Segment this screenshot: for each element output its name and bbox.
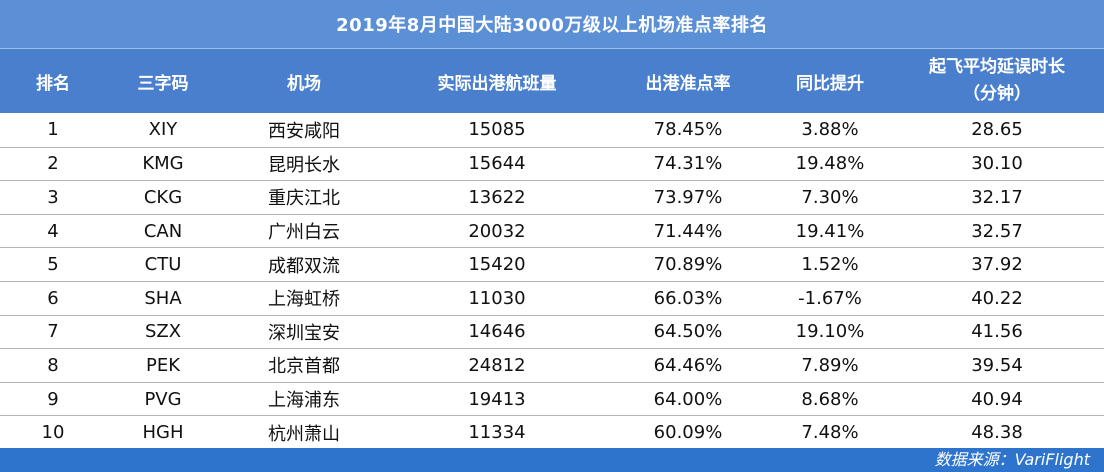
- cell-ontime: 64.00%: [653, 388, 723, 410]
- header-ontime: 出港准点率: [645, 73, 731, 94]
- table-row: 3 CKG 重庆江北 13622 73.97% 7.30% 32.17: [0, 180, 1104, 214]
- cell-rank: 8: [47, 354, 59, 376]
- cell-yoy: 19.41%: [795, 220, 865, 242]
- cell-flights: 11334: [468, 422, 526, 444]
- cell-ontime: 66.03%: [653, 287, 723, 309]
- cell-flights: 13622: [468, 186, 526, 208]
- cell-flights: 20032: [468, 220, 526, 242]
- cell-ontime: 71.44%: [653, 220, 723, 242]
- cell-code: SZX: [144, 321, 182, 343]
- cell-rank: 6: [47, 287, 59, 309]
- cell-code: KMG: [142, 153, 184, 175]
- table-row: 1 XIY 西安咸阳 15085 78.45% 3.88% 28.65: [0, 113, 1104, 147]
- cell-ontime: 73.97%: [653, 186, 723, 208]
- table-row: 6 SHA 上海虹桥 11030 66.03% -1.67% 40.22: [0, 280, 1104, 315]
- footer-bar: [0, 448, 1104, 472]
- cell-airport: 北京首都: [268, 356, 340, 378]
- cell-delay: 32.57: [971, 220, 1023, 242]
- cell-flights: 15644: [468, 153, 526, 175]
- cell-delay: 32.17: [971, 186, 1023, 208]
- cell-flights: 24812: [468, 354, 526, 376]
- cell-rank: 7: [47, 321, 59, 343]
- cell-code: SHA: [144, 287, 182, 309]
- cell-ontime: 64.50%: [653, 321, 723, 343]
- table-title: 2019年8月中国大陆3000万级以上机场准点率排名: [0, 0, 1104, 49]
- cell-delay: 37.92: [971, 254, 1023, 276]
- cell-delay: 40.22: [971, 287, 1023, 309]
- header-delay-line2: （分钟）: [963, 84, 1031, 104]
- cell-ontime: 64.46%: [653, 354, 723, 376]
- cell-flights: 11030: [468, 287, 526, 309]
- cell-yoy: 8.68%: [801, 388, 859, 410]
- cell-airport: 广州白云: [268, 222, 340, 244]
- cell-code: XIY: [148, 119, 178, 141]
- cell-airport: 上海浦东: [268, 390, 340, 412]
- cell-rank: 9: [47, 388, 59, 410]
- cell-flights: 19413: [468, 388, 526, 410]
- cell-yoy: 3.88%: [801, 119, 859, 141]
- cell-code: PVG: [144, 388, 182, 410]
- cell-code: CTU: [144, 254, 182, 276]
- table-row: 4 CAN 广州白云 20032 71.44% 19.41% 32.57: [0, 213, 1104, 248]
- cell-rank: 5: [47, 254, 59, 276]
- cell-code: HGH: [142, 422, 184, 444]
- cell-yoy: 1.52%: [801, 254, 859, 276]
- cell-yoy: 19.10%: [795, 321, 865, 343]
- table-row: 2 KMG 昆明长水 15644 74.31% 19.48% 30.10: [0, 146, 1104, 181]
- header-flights: 实际出港航班量: [437, 73, 557, 94]
- cell-delay: 30.10: [971, 153, 1023, 175]
- cell-yoy: -1.67%: [798, 287, 862, 309]
- cell-yoy: 7.30%: [801, 186, 859, 208]
- cell-rank: 1: [47, 119, 59, 141]
- table-row: 5 CTU 成都双流 15420 70.89% 1.52% 37.92: [0, 247, 1104, 281]
- cell-delay: 48.38: [971, 422, 1023, 444]
- source-note: 数据来源：VariFlight: [934, 450, 1090, 469]
- cell-rank: 10: [41, 422, 65, 444]
- cell-airport: 成都双流: [268, 255, 340, 277]
- cell-rank: 2: [47, 153, 59, 175]
- cell-airport: 杭州萧山: [268, 423, 340, 445]
- cell-airport: 西安咸阳: [268, 120, 340, 142]
- header-airport: 机场: [287, 73, 321, 94]
- cell-delay: 40.94: [971, 388, 1023, 410]
- cell-delay: 41.56: [971, 321, 1023, 343]
- cell-code: CKG: [143, 186, 183, 208]
- cell-delay: 39.54: [971, 354, 1023, 376]
- cell-delay: 28.65: [971, 119, 1023, 141]
- cell-airport: 深圳宝安: [268, 322, 340, 344]
- cell-yoy: 19.48%: [795, 153, 865, 175]
- header-delay: 起飞平均延误时长 （分钟）: [890, 54, 1104, 108]
- cell-rank: 3: [47, 186, 59, 208]
- cell-ontime: 70.89%: [653, 254, 723, 276]
- cell-yoy: 7.89%: [801, 354, 859, 376]
- table-row: 8 PEK 北京首都 24812 64.46% 7.89% 39.54: [0, 348, 1104, 382]
- cell-code: CAN: [143, 220, 183, 242]
- cell-flights: 15085: [468, 119, 526, 141]
- cell-flights: 14646: [468, 321, 526, 343]
- header-rank: 排名: [36, 73, 70, 94]
- table-row: 10 HGH 杭州萧山 11334 60.09% 7.48% 48.38: [0, 415, 1104, 449]
- header-delay-line1: 起飞平均延误时长: [929, 57, 1065, 77]
- table-row: 9 PVG 上海浦东 19413 64.00% 8.68% 40.94: [0, 381, 1104, 416]
- cell-airport: 上海虹桥: [268, 289, 340, 311]
- cell-ontime: 74.31%: [653, 153, 723, 175]
- cell-code: PEK: [145, 354, 181, 376]
- cell-ontime: 60.09%: [653, 422, 723, 444]
- table-header-row: 排名 三字码 机场 实际出港航班量 出港准点率 同比提升 起飞平均延误时长 （分…: [0, 49, 1104, 113]
- cell-airport: 昆明长水: [268, 154, 340, 176]
- header-yoy: 同比提升: [796, 73, 864, 94]
- header-code: 三字码: [137, 73, 189, 94]
- cell-airport: 重庆江北: [268, 188, 340, 210]
- table-body: 1 XIY 西安咸阳 15085 78.45% 3.88% 28.65 2 KMG 昆明长水 156…: [0, 113, 1104, 450]
- cell-rank: 4: [47, 220, 59, 242]
- cell-flights: 15420: [468, 254, 526, 276]
- cell-ontime: 78.45%: [653, 119, 723, 141]
- cell-yoy: 7.48%: [801, 422, 859, 444]
- table-row: 7 SZX 深圳宝安 14646 64.50% 19.10% 41.56: [0, 314, 1104, 349]
